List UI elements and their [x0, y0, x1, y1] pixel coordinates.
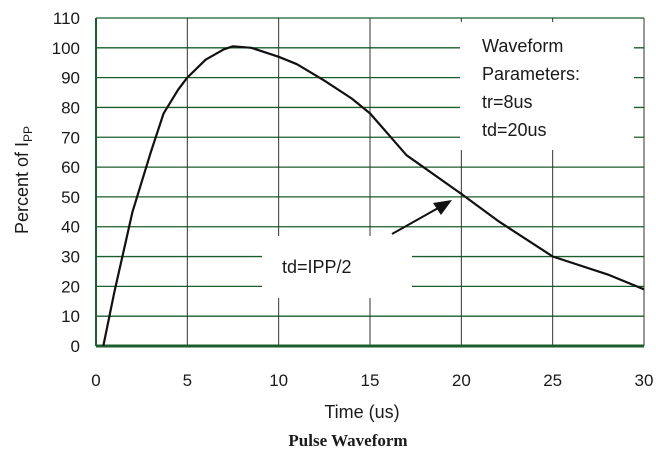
parameters-box: Waveform Parameters: tr=8us td=20us — [460, 22, 634, 150]
y-tick-label: 40 — [61, 218, 80, 237]
y-tick-label: 20 — [61, 277, 80, 296]
y-tick-label: 80 — [61, 98, 80, 117]
x-tick-label: 10 — [269, 371, 288, 390]
x-tick-labels: 0 5 10 15 20 25 30 — [91, 371, 653, 390]
td-arrow-shaft — [391, 206, 441, 235]
y-axis-title: Percent of IPP — [12, 126, 35, 234]
x-tick-label: 15 — [361, 371, 380, 390]
params-line-waveform: Waveform — [482, 36, 563, 56]
td-annotation: td=IPP/2 — [262, 200, 452, 298]
y-tick-label: 60 — [61, 158, 80, 177]
y-axis-title-subscript: PP — [21, 126, 35, 142]
chart-caption: Pulse Waveform — [288, 431, 407, 450]
axes — [95, 18, 644, 348]
td-arrow-head — [433, 200, 452, 215]
x-tick-label: 20 — [452, 371, 471, 390]
y-tick-label: 100 — [52, 39, 80, 58]
y-tick-label: 110 — [53, 9, 80, 28]
x-tick-label: 30 — [635, 371, 654, 390]
y-tick-label: 30 — [61, 248, 80, 267]
x-axis-title: Time (us) — [324, 402, 399, 422]
y-tick-labels: 0 10 20 30 40 50 60 70 80 90 100 110 — [52, 9, 80, 356]
y-axis-title-main: Percent of I — [12, 142, 32, 234]
waveform-series-line — [102, 45, 645, 347]
x-tick-label: 25 — [543, 371, 562, 390]
params-line-td: td=20us — [482, 120, 547, 140]
params-line-parameters: Parameters: — [482, 64, 580, 84]
td-label-background — [262, 236, 412, 298]
y-tick-label: 90 — [61, 69, 80, 88]
x-tick-label: 0 — [91, 371, 100, 390]
params-line-tr: tr=8us — [482, 92, 533, 112]
y-tick-label: 50 — [61, 188, 80, 207]
td-label: td=IPP/2 — [282, 257, 352, 277]
x-tick-label: 5 — [183, 371, 192, 390]
y-tick-label: 70 — [61, 128, 80, 147]
y-tick-label: 0 — [71, 337, 80, 356]
parameters-box-background — [460, 22, 634, 150]
y-tick-label: 10 — [61, 307, 80, 326]
